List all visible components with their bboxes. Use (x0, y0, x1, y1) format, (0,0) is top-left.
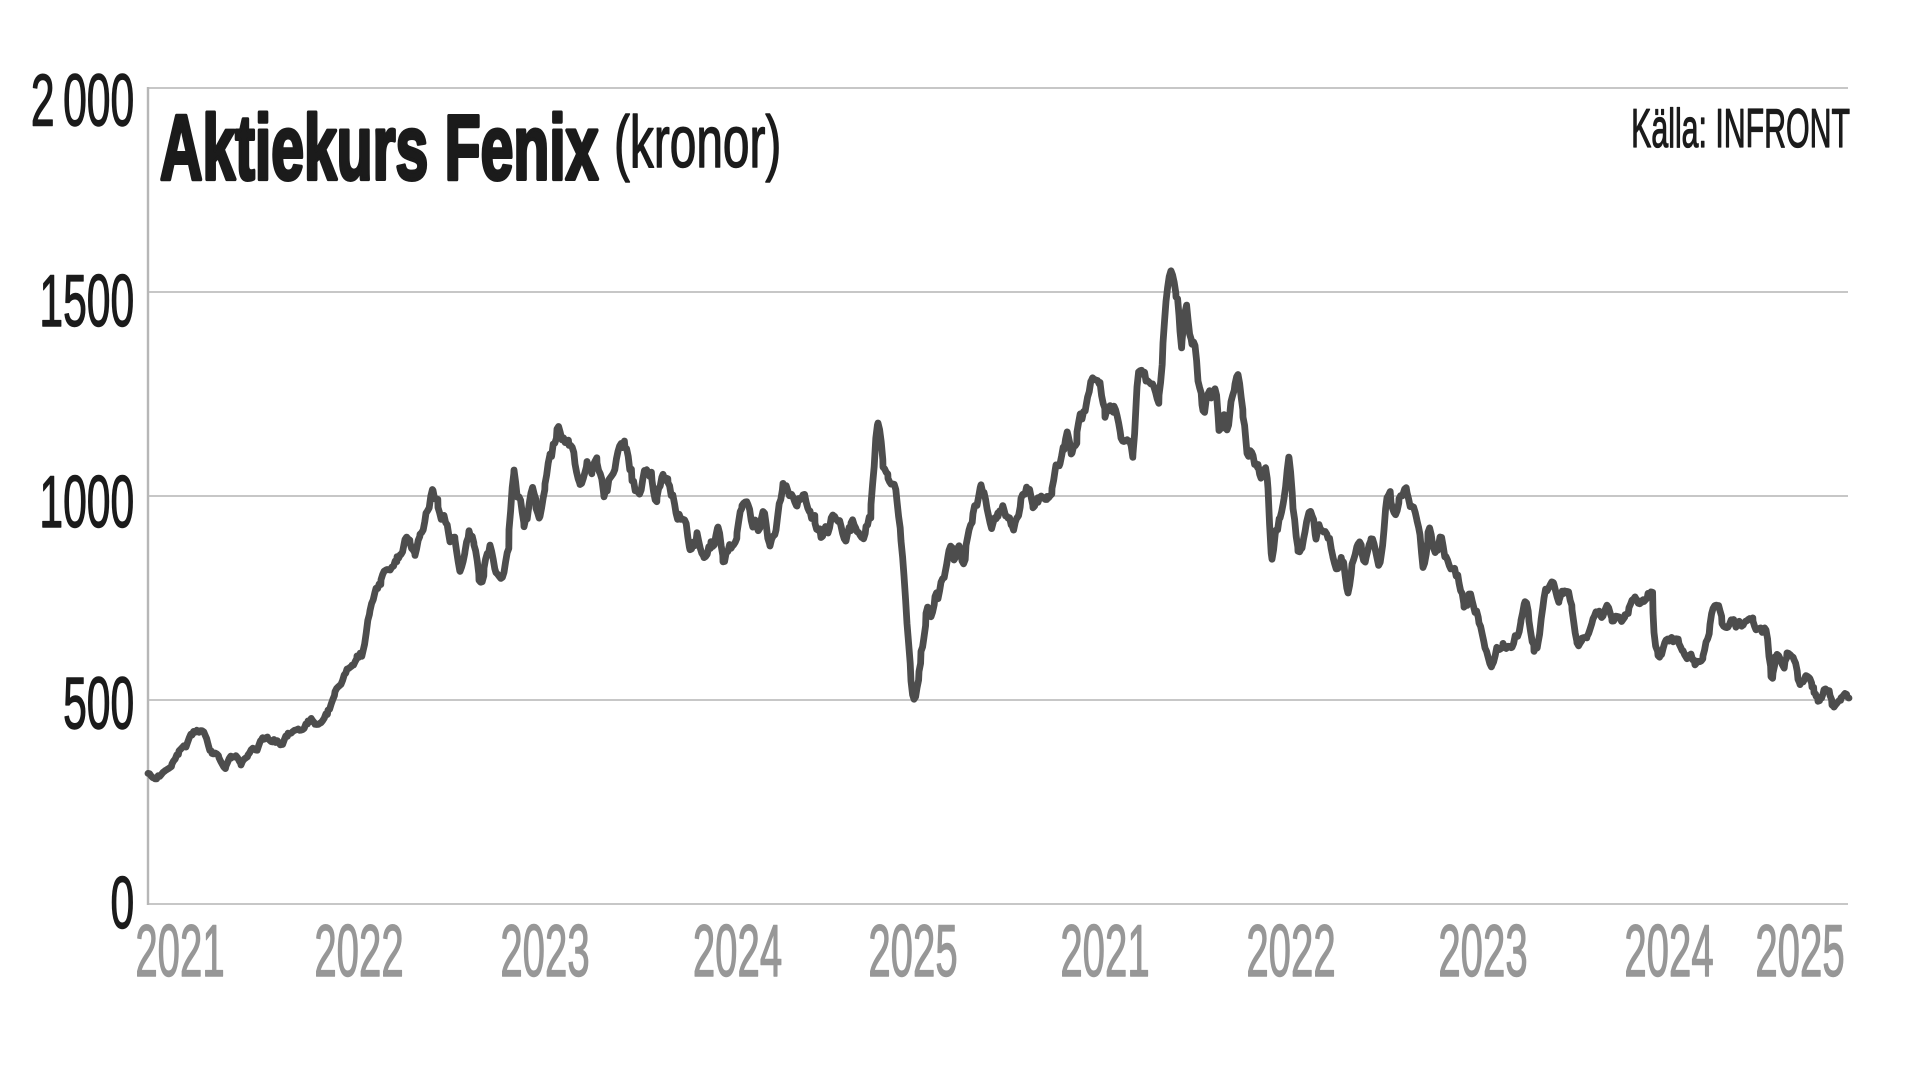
svg-text:2022: 2022 (314, 912, 403, 993)
svg-text:2025: 2025 (868, 912, 957, 993)
svg-text:2025: 2025 (1755, 912, 1844, 993)
svg-text:2021: 2021 (1060, 912, 1149, 993)
svg-text:0: 0 (110, 862, 134, 944)
svg-text:(kronor): (kronor) (614, 102, 781, 184)
svg-text:2022: 2022 (1246, 912, 1335, 993)
svg-text:2024: 2024 (1624, 912, 1713, 993)
svg-text:2023: 2023 (1438, 912, 1527, 993)
svg-text:1500: 1500 (39, 260, 134, 342)
svg-text:Källa: INFRONT: Källa: INFRONT (1631, 99, 1850, 160)
svg-text:2 000: 2 000 (31, 59, 134, 141)
svg-text:500: 500 (63, 662, 134, 744)
svg-text:2021: 2021 (135, 912, 224, 993)
svg-text:2023: 2023 (500, 912, 589, 993)
svg-text:2024: 2024 (693, 912, 782, 993)
svg-text:1000: 1000 (39, 461, 134, 543)
svg-text:Aktiekurs Fenix: Aktiekurs Fenix (160, 97, 598, 199)
